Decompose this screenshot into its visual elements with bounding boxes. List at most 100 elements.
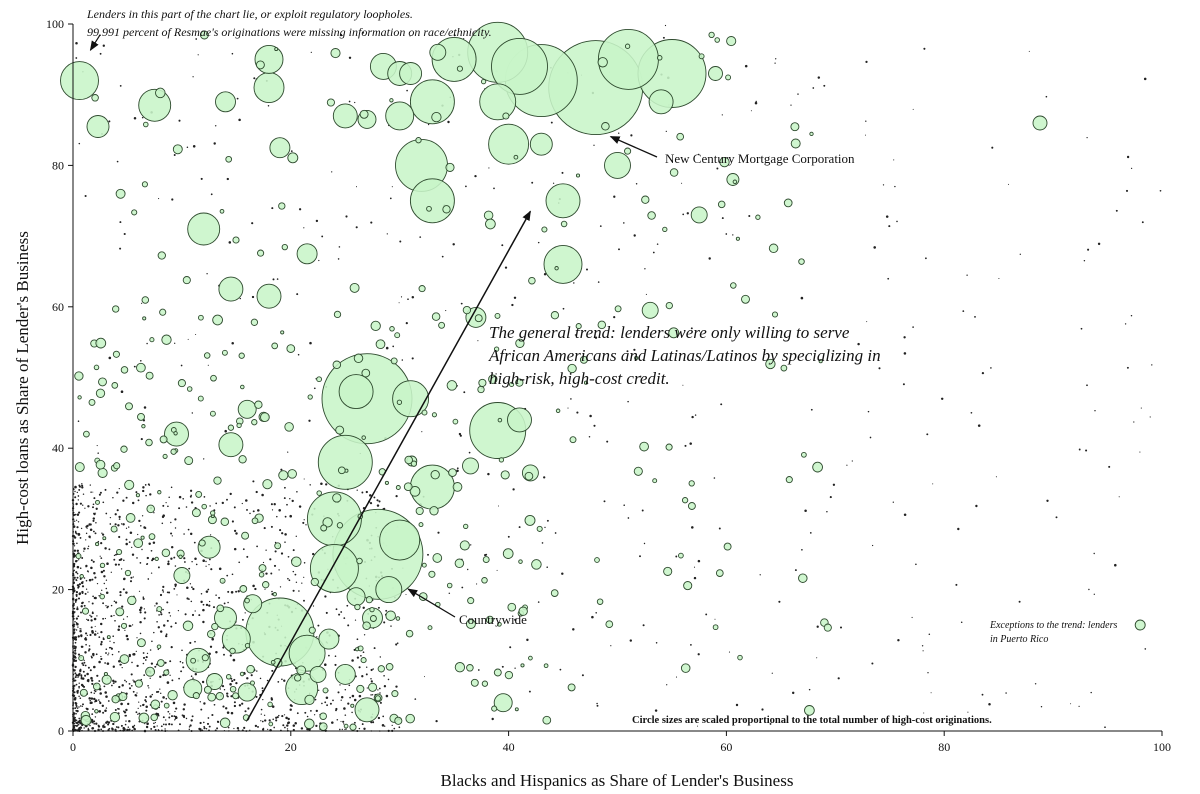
small-point — [264, 588, 266, 590]
small-point — [209, 558, 211, 561]
small-point — [315, 724, 318, 728]
small-point — [97, 632, 99, 634]
small-point — [309, 709, 312, 712]
small-point — [147, 578, 150, 580]
small-point — [271, 207, 274, 210]
small-point — [97, 725, 101, 728]
x-tick-label: 20 — [285, 740, 297, 754]
lender-bubble — [583, 380, 589, 385]
lender-bubble — [316, 376, 322, 383]
small-point — [167, 710, 170, 713]
small-point — [903, 352, 907, 355]
small-point — [303, 478, 305, 480]
small-point — [276, 515, 278, 518]
small-point — [122, 523, 125, 526]
small-point — [251, 222, 254, 225]
small-point — [804, 509, 807, 513]
small-point — [278, 569, 280, 571]
small-point — [393, 727, 396, 730]
small-point — [129, 580, 133, 583]
small-point — [344, 688, 347, 691]
lender-bubble — [1134, 619, 1146, 631]
lender-bubble — [676, 132, 685, 141]
small-point — [73, 725, 76, 727]
small-point — [144, 699, 147, 702]
small-point — [88, 649, 90, 652]
small-point — [75, 713, 78, 715]
small-point — [349, 696, 351, 699]
lender-bubble — [111, 382, 119, 389]
lender-bubble — [232, 236, 240, 244]
small-point — [118, 708, 120, 710]
small-point — [120, 568, 123, 570]
small-point — [315, 709, 318, 713]
small-point — [613, 316, 616, 319]
lender-bubble — [391, 690, 399, 698]
lender-bubble — [120, 622, 128, 629]
small-point — [131, 553, 135, 556]
lender-bubble — [195, 490, 203, 498]
small-point — [79, 628, 81, 630]
small-point — [277, 681, 280, 683]
lender-bubble — [362, 621, 371, 630]
small-point — [975, 504, 978, 508]
small-point — [167, 505, 169, 508]
small-point — [276, 716, 279, 719]
small-point — [174, 527, 177, 529]
small-point — [73, 576, 76, 579]
lender-bubble — [665, 443, 673, 451]
lender-bubble — [575, 323, 582, 330]
small-point — [216, 727, 219, 730]
small-point — [618, 132, 620, 134]
small-point — [340, 611, 343, 613]
small-point — [775, 58, 777, 60]
lender-bubble — [115, 188, 126, 199]
small-point — [202, 603, 205, 606]
small-point — [80, 635, 83, 638]
small-point — [207, 588, 210, 591]
lender-bubble — [109, 711, 121, 723]
small-point — [1118, 496, 1120, 498]
small-point — [170, 486, 173, 489]
small-point — [80, 726, 82, 729]
small-point — [246, 677, 249, 680]
y-tick-label: 20 — [52, 583, 64, 597]
small-point — [125, 496, 128, 499]
lender-bubble — [641, 301, 659, 319]
small-point — [957, 527, 960, 531]
small-point — [864, 134, 867, 136]
small-point — [666, 684, 668, 686]
small-point — [92, 503, 95, 506]
small-point — [816, 657, 818, 659]
small-point — [379, 692, 381, 694]
lender-bubble — [415, 506, 424, 516]
small-point — [411, 357, 414, 360]
small-point — [138, 590, 141, 592]
small-point — [162, 608, 164, 611]
small-point — [696, 725, 699, 727]
small-point — [208, 604, 211, 607]
lender-bubble — [220, 517, 230, 527]
small-point — [102, 711, 105, 714]
small-point — [599, 225, 602, 227]
small-point — [199, 721, 202, 725]
small-point — [125, 681, 128, 683]
small-point — [759, 574, 761, 576]
small-point — [912, 108, 914, 110]
small-point — [291, 499, 294, 503]
puerto-rico-annotation-line2: in Puerto Rico — [990, 634, 1048, 645]
lender-bubble — [60, 61, 99, 101]
small-point — [75, 593, 78, 597]
small-point — [101, 532, 103, 534]
small-point — [977, 424, 981, 427]
lender-bubble — [780, 364, 788, 372]
small-point — [324, 701, 327, 704]
small-point — [339, 684, 341, 686]
small-point — [358, 666, 361, 669]
small-point — [102, 602, 105, 605]
lender-bubble — [409, 79, 455, 125]
small-point — [183, 533, 185, 535]
lender-bubble — [201, 503, 207, 510]
lender-bubble — [687, 502, 696, 510]
lender-bubble — [258, 571, 265, 578]
